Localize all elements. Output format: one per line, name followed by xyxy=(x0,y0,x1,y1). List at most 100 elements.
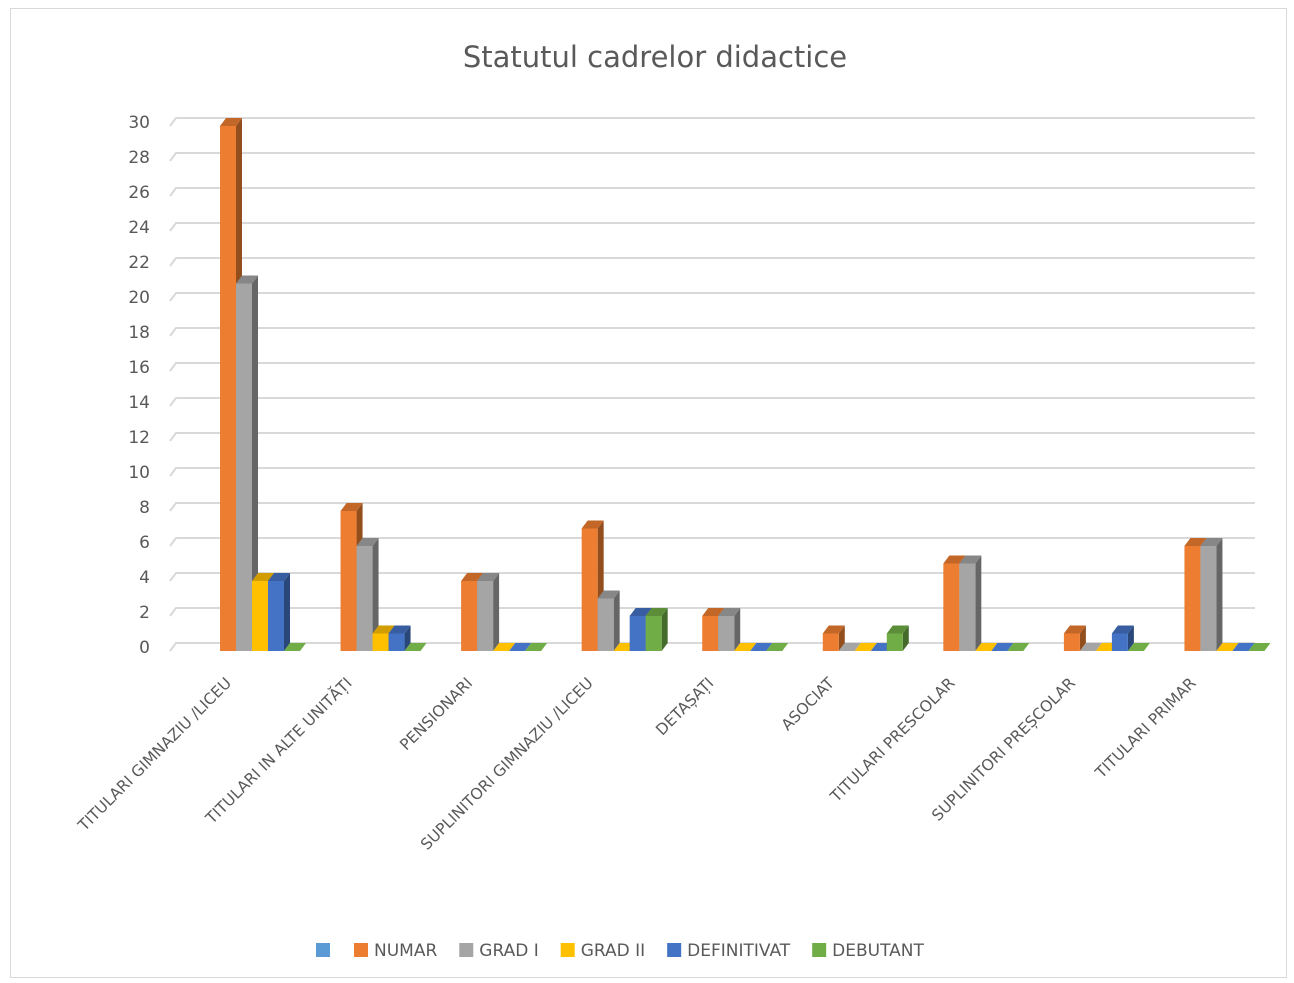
y-tick-label: 4 xyxy=(139,568,150,588)
y-tick-label: 2 xyxy=(139,603,150,623)
bar-front xyxy=(1111,633,1128,651)
bar xyxy=(854,643,877,651)
bar-zero xyxy=(750,643,773,651)
bar-top xyxy=(718,608,741,616)
bar-side xyxy=(975,555,982,651)
gridline xyxy=(169,502,1255,512)
bar-top xyxy=(597,590,620,599)
x-tick-label: DETAȘAȚI xyxy=(652,674,717,739)
bar-top xyxy=(388,625,411,634)
y-tick-label: 22 xyxy=(128,253,150,273)
bar-front xyxy=(597,598,614,651)
gridline xyxy=(169,432,1255,442)
bar xyxy=(645,608,668,651)
bar-front xyxy=(461,581,478,651)
bar-side xyxy=(1127,625,1134,651)
bar-zero xyxy=(766,643,789,651)
bar xyxy=(959,555,982,651)
bar-side xyxy=(902,625,909,651)
bar-front xyxy=(388,633,405,651)
bar-side xyxy=(661,608,668,651)
bar-side xyxy=(734,608,741,651)
bar xyxy=(1079,643,1102,651)
bar-front xyxy=(959,563,976,651)
bar xyxy=(1216,643,1239,651)
bar-zero xyxy=(1232,643,1255,651)
y-tick-label: 8 xyxy=(139,498,150,518)
bar-front xyxy=(886,633,903,651)
bar-zero xyxy=(1216,643,1239,651)
gridline xyxy=(169,292,1255,302)
gridline xyxy=(169,222,1255,232)
bar-top xyxy=(461,573,484,581)
bar-front xyxy=(252,581,268,651)
legend-swatch xyxy=(459,943,474,957)
legend-label: NUMAR xyxy=(374,941,437,961)
bar-zero xyxy=(1248,643,1271,651)
y-tick-label: 12 xyxy=(128,428,150,448)
legend-item: GRAD II xyxy=(560,941,645,961)
bar-side xyxy=(1216,538,1223,651)
gridline xyxy=(169,152,1255,162)
bar-zero xyxy=(975,643,998,651)
y-tick-label: 14 xyxy=(128,393,150,413)
bar-front xyxy=(1063,633,1080,651)
y-tick-label: 28 xyxy=(128,148,150,168)
bar-front xyxy=(356,546,373,651)
legend-label: GRAD II xyxy=(581,941,645,961)
bar-zero xyxy=(1127,643,1150,651)
bar xyxy=(477,573,500,651)
bar xyxy=(734,643,757,651)
bar-zero xyxy=(854,643,877,651)
bar-zero xyxy=(734,643,757,651)
bar-front xyxy=(340,511,357,651)
bar-side xyxy=(493,573,500,651)
bar-top xyxy=(1200,538,1223,546)
bar xyxy=(1232,643,1255,651)
bar xyxy=(525,643,548,651)
y-tick-label: 26 xyxy=(128,183,150,203)
bar xyxy=(1248,643,1271,651)
bar-zero xyxy=(838,643,861,651)
legend-swatch xyxy=(354,943,368,957)
chart-title: Statutul cadrelor didactice xyxy=(463,40,847,74)
bar-front xyxy=(581,528,598,651)
bar-top xyxy=(340,503,363,511)
bar xyxy=(493,643,516,651)
bar-zero xyxy=(404,643,427,651)
bar-side xyxy=(372,538,379,651)
bar-front xyxy=(268,581,284,651)
bar-side xyxy=(252,275,258,651)
legend-label: DEFINITIVAT xyxy=(687,941,791,961)
bar-side xyxy=(284,573,290,651)
legend-item: DEFINITIVAT xyxy=(667,941,791,961)
gridline xyxy=(169,397,1255,407)
gridline xyxy=(169,572,1255,582)
bar-top xyxy=(477,573,500,581)
legend-label: DEBUTANT xyxy=(832,941,924,961)
bar-front xyxy=(702,616,719,651)
bar xyxy=(268,573,290,651)
bar-front xyxy=(477,581,494,651)
bar-side xyxy=(838,625,845,651)
bar-front xyxy=(822,633,839,651)
bar xyxy=(356,538,379,651)
bar-zero xyxy=(1007,643,1030,651)
y-tick-label: 10 xyxy=(128,463,150,483)
y-tick-label: 18 xyxy=(128,323,150,343)
bar-top xyxy=(372,625,395,634)
bar xyxy=(236,275,258,651)
bar xyxy=(1111,625,1134,651)
bar-top xyxy=(236,275,258,284)
bar-top xyxy=(822,625,845,634)
bar-top xyxy=(220,118,242,126)
bar-front xyxy=(236,283,252,651)
y-tick-label: 0 xyxy=(139,638,150,658)
bar xyxy=(991,643,1014,651)
bar-zero xyxy=(525,643,548,651)
bar xyxy=(886,625,909,651)
gridline xyxy=(169,537,1255,547)
bar-zero xyxy=(493,643,516,651)
